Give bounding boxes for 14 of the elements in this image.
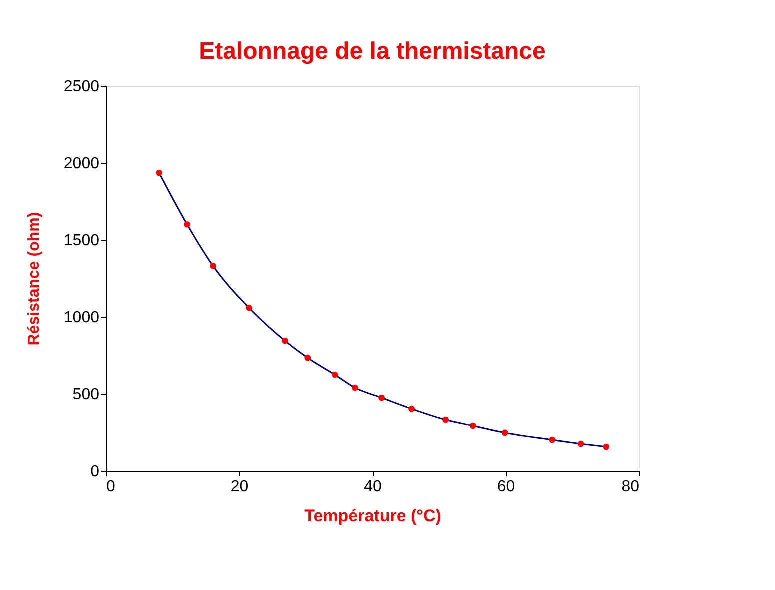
x-tick-label: 40 bbox=[364, 478, 382, 496]
x-tick-label: 0 bbox=[106, 478, 116, 496]
chart-title: Etalonnage de la thermistance bbox=[199, 38, 546, 65]
x-axis-title: Température (°C) bbox=[304, 506, 442, 526]
y-tick-label: 1000 bbox=[64, 310, 100, 326]
y-tick-label: 0 bbox=[90, 464, 100, 480]
x-tick-label: 80 bbox=[622, 478, 640, 496]
x-tick-label: 20 bbox=[230, 478, 249, 496]
y-axis-title: Résistance (ohm) bbox=[26, 212, 43, 346]
y-tick-label: 2500 bbox=[64, 78, 100, 96]
y-tick-label: 2000 bbox=[64, 156, 100, 172]
y-tick-label: 500 bbox=[72, 386, 100, 404]
y-tick-label: 1500 bbox=[64, 232, 100, 250]
x-tick-label: 60 bbox=[497, 478, 516, 496]
